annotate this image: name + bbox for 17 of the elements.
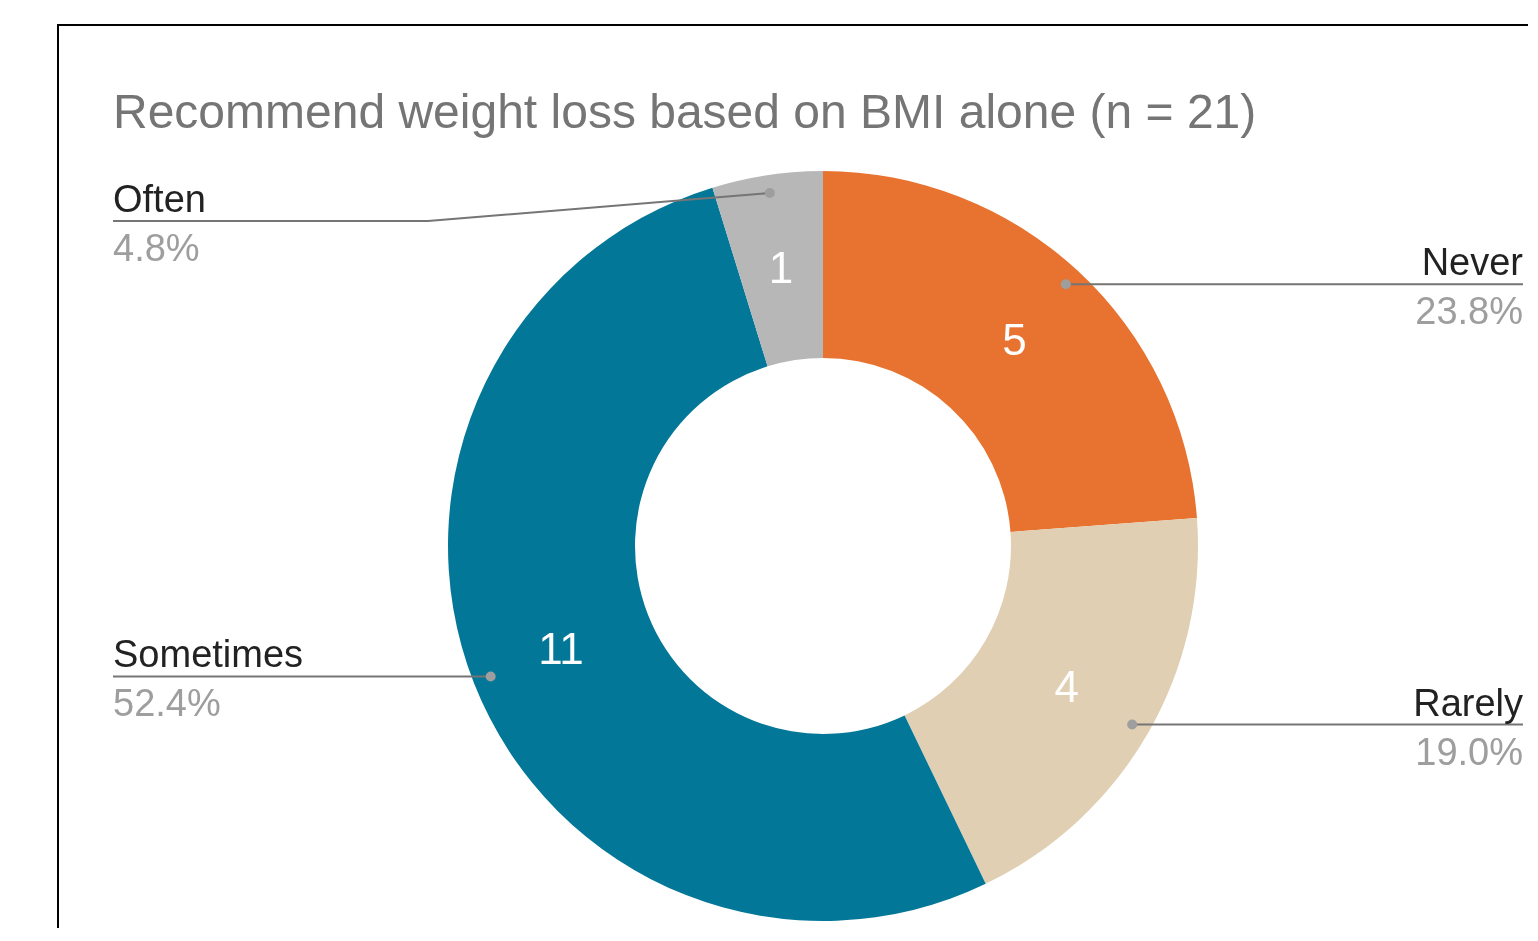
donut-slice: [448, 187, 986, 921]
text: 19.0%: [1415, 730, 1523, 773]
data-label: 5: [1002, 315, 1027, 365]
donut-slice: [712, 171, 823, 367]
donut-slice: [823, 171, 1197, 532]
data-label: 4: [1054, 662, 1080, 712]
slice-label: Sometimes: [113, 633, 304, 676]
donut-slice: [904, 517, 1198, 884]
text: 23.8%: [1415, 290, 1523, 333]
slice-label: Never: [1421, 241, 1524, 284]
chart-title: Recommend weight loss based on BMI alone (n = 21): [113, 85, 1257, 138]
text: 52.4%: [113, 682, 221, 725]
data-label: 11: [538, 624, 584, 674]
slice-label: Rarely: [1413, 681, 1523, 724]
text: 4.8%: [113, 227, 200, 269]
data-label: 1: [768, 243, 794, 293]
slice-label: Often: [113, 178, 206, 220]
